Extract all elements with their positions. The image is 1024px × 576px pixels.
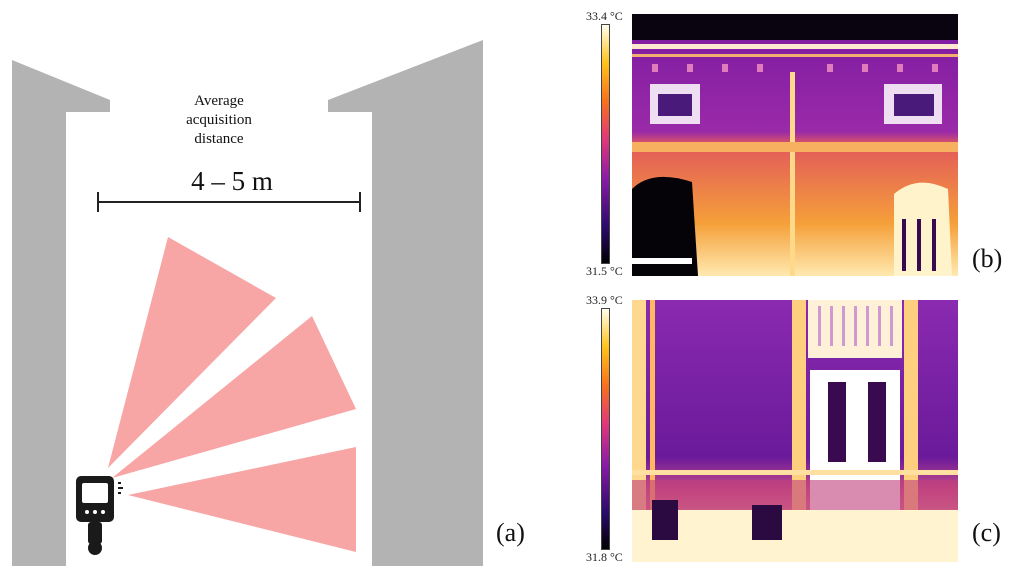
temp-max-b: 33.4 °C (586, 9, 623, 23)
acquisition-schematic (12, 40, 483, 566)
signal-waves-icon (118, 482, 123, 494)
left-wall (12, 60, 110, 566)
acquisition-caption: Average acquisition distance (154, 92, 284, 149)
view-cone-middle (112, 316, 356, 478)
colorbar-b (601, 24, 610, 264)
panel-label-b: (b) (972, 244, 1003, 273)
distance-dimension-line (97, 192, 361, 212)
panel-label-a: (a) (496, 518, 525, 547)
caption-line-3: distance (194, 131, 244, 147)
thermal-image-b (632, 14, 958, 276)
caption-line-1: Average (194, 93, 244, 109)
thermal-facade-c (632, 300, 958, 562)
panel-label-c: (c) (972, 518, 1001, 547)
thermal-image-c (632, 300, 958, 562)
view-cone-lower (128, 447, 356, 552)
caption-line-2: acquisition (186, 112, 252, 128)
temp-min-c: 31.8 °C (586, 550, 623, 564)
thermal-camera-icon (76, 476, 114, 555)
temp-min-b: 31.5 °C (586, 264, 623, 278)
right-wall (328, 40, 483, 566)
thermal-facade-b (632, 14, 958, 276)
distance-label: 4 – 5 m (191, 166, 273, 196)
colorbar-c (601, 308, 610, 550)
view-cone-upper (108, 237, 276, 468)
temp-max-c: 33.9 °C (586, 293, 623, 307)
